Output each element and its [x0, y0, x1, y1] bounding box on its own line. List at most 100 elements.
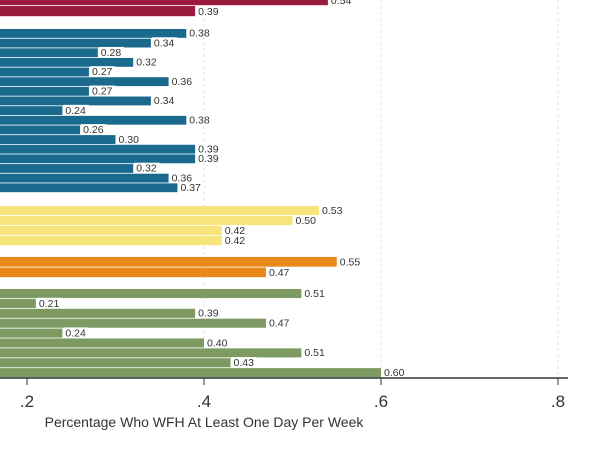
data-label: 0.37 — [180, 182, 201, 194]
data-label-bg — [293, 215, 319, 225]
data-label: 0.27 — [92, 86, 113, 98]
bar — [0, 77, 169, 87]
data-label-bg — [196, 307, 222, 318]
bar — [0, 0, 328, 6]
data-label: 0.39 — [198, 153, 219, 165]
data-label-bg — [266, 317, 293, 328]
data-label-bg — [169, 75, 195, 86]
data-label-bg — [196, 153, 222, 164]
data-label-bg — [178, 182, 204, 192]
bar — [0, 67, 89, 77]
data-label: 0.30 — [119, 134, 140, 146]
data-label-bg — [151, 95, 178, 106]
data-label-bg — [222, 225, 249, 235]
data-label: 0.24 — [65, 105, 86, 117]
data-label: 0.39 — [198, 308, 219, 320]
x-tick-label: .2 — [20, 392, 34, 411]
data-label-bg — [302, 347, 328, 358]
bar — [0, 48, 98, 58]
data-label-bg — [169, 172, 195, 183]
bar — [0, 257, 337, 267]
data-label-bg — [63, 327, 89, 338]
bar — [0, 29, 187, 38]
bar — [0, 154, 196, 164]
data-label-bg — [196, 6, 222, 16]
data-label: 0.32 — [136, 57, 157, 69]
data-label: 0.60 — [384, 367, 405, 379]
data-label: 0.38 — [189, 28, 210, 40]
data-label: 0.36 — [172, 76, 193, 88]
data-label-bg — [266, 267, 293, 277]
data-label-bg — [187, 114, 213, 125]
data-label-bg — [302, 287, 328, 298]
bar — [0, 216, 293, 226]
bar — [0, 183, 178, 193]
data-label-bg — [231, 357, 257, 368]
x-ticks: .2 .4 .6 .8 — [20, 378, 565, 411]
data-label: 0.51 — [304, 288, 325, 300]
data-label-bg — [222, 235, 249, 245]
data-label: 0.53 — [322, 205, 343, 217]
bar — [0, 267, 266, 278]
data-label-bg — [116, 133, 142, 144]
bar — [0, 206, 320, 216]
data-label-bg — [63, 104, 89, 115]
x-axis-label: Percentage Who WFH At Least One Day Per … — [45, 414, 365, 430]
x-tick-label: .8 — [551, 392, 565, 411]
data-label: 0.42 — [225, 235, 246, 247]
data-label: 0.34 — [154, 95, 175, 107]
bar — [0, 226, 222, 236]
data-label: 0.39 — [198, 6, 219, 18]
data-label: 0.39 — [198, 143, 219, 155]
data-label: 0.47 — [269, 267, 290, 279]
data-label: 0.27 — [92, 66, 113, 78]
data-label-bg — [187, 27, 213, 38]
data-label-bg — [89, 66, 116, 77]
data-label-bg — [134, 162, 160, 173]
data-labels: 0.54 0.39 0.38 0.34 0.28 0.32 0.27 0.36 0.27 0.34… — [36, 0, 408, 379]
data-label-bg — [89, 85, 116, 96]
data-label: 0.55 — [340, 257, 361, 269]
bar — [0, 135, 116, 144]
bar — [0, 368, 381, 378]
bar — [0, 144, 196, 154]
bar — [0, 298, 36, 308]
data-label: 0.50 — [296, 215, 317, 227]
data-label: 0.43 — [234, 357, 255, 369]
bar — [0, 318, 266, 328]
data-label-bg — [98, 46, 125, 57]
bars — [0, 0, 381, 378]
data-label: 0.34 — [154, 37, 175, 49]
data-label-bg — [36, 297, 63, 308]
data-label: 0.32 — [136, 163, 157, 175]
bar — [0, 57, 134, 67]
data-label-bg — [337, 256, 364, 267]
bar — [0, 6, 196, 17]
bar — [0, 164, 134, 173]
data-label-bg — [320, 205, 346, 215]
data-label: 0.54 — [331, 0, 352, 7]
bar — [0, 125, 81, 135]
data-label: 0.21 — [39, 298, 60, 310]
bar — [0, 348, 302, 358]
data-label: 0.24 — [65, 327, 86, 339]
data-label-bg — [134, 56, 160, 67]
bar — [0, 106, 63, 116]
data-label-bg — [328, 0, 355, 5]
bar — [0, 96, 151, 106]
data-label-bg — [151, 37, 178, 48]
bar — [0, 115, 187, 125]
x-tick-label: .4 — [197, 392, 211, 411]
bar — [0, 308, 196, 318]
bar — [0, 338, 204, 348]
bar — [0, 289, 302, 299]
bar — [0, 358, 231, 368]
data-label: 0.47 — [269, 318, 290, 330]
data-label-bg — [382, 367, 408, 377]
data-label-bg — [205, 337, 231, 348]
bar — [0, 236, 222, 246]
bar — [0, 86, 89, 96]
data-label: 0.51 — [304, 347, 325, 359]
data-label: 0.26 — [83, 124, 104, 136]
